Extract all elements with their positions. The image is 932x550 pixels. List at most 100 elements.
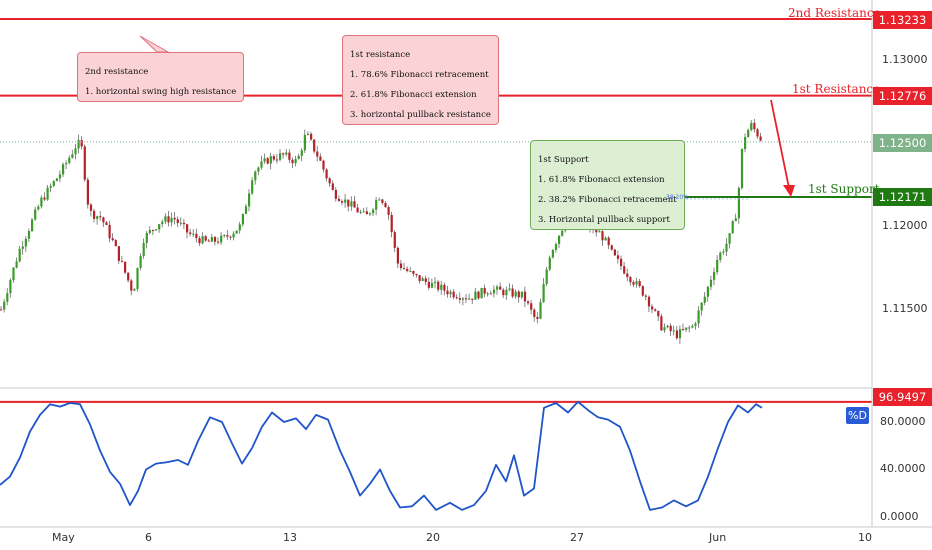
candle-body (155, 229, 158, 231)
candle-body (452, 291, 455, 298)
candle-body (523, 291, 527, 302)
candle-body (725, 243, 728, 252)
candle-body (65, 162, 68, 165)
candle-body (465, 298, 468, 300)
candle-body (232, 233, 235, 238)
candle-body (716, 259, 719, 273)
candle-body (291, 159, 294, 164)
candle-body (269, 156, 272, 164)
price-tag-2nd-resistance: 1.13233 (873, 11, 932, 29)
candle-body (71, 154, 74, 158)
annotation-1st-resistance: 1st resistance 1. 78.6% Fibonacci retrac… (342, 35, 499, 125)
candle-body (328, 178, 331, 184)
candle-body (334, 189, 337, 199)
candle-body (691, 325, 694, 328)
x-tick-may: May (52, 531, 75, 544)
candle-body (254, 171, 257, 181)
candle-body (449, 291, 452, 295)
candle-body (474, 291, 477, 300)
candle-body (514, 291, 517, 297)
candle-body (505, 289, 508, 296)
candle-body (455, 297, 458, 299)
forecast-arrow-line (770, 99, 790, 189)
candle-body (37, 206, 40, 210)
candle-body (257, 167, 260, 172)
candle-body (446, 290, 449, 295)
candle-body (43, 197, 46, 200)
candle-body (641, 286, 644, 296)
candle-body (365, 211, 368, 215)
candle-body (458, 298, 461, 300)
candle-body (31, 219, 34, 232)
candle-body (344, 199, 347, 203)
candle-body (427, 281, 430, 288)
axis-layer (0, 0, 932, 528)
candle-body (561, 230, 564, 236)
candle-body (213, 237, 217, 242)
candle-body (210, 237, 213, 242)
oscillator-layer (0, 400, 872, 511)
annotation-2nd-resistance: 2nd resistance 1. horizontal swing high … (77, 52, 245, 102)
candle-body (731, 221, 734, 234)
candle-body (77, 140, 80, 149)
candle-body (722, 251, 725, 253)
candle-body (669, 325, 672, 332)
candle-body (52, 181, 55, 186)
candle-body (551, 250, 554, 258)
candle-body (409, 271, 412, 273)
candle-body (99, 216, 102, 218)
candle-body (204, 236, 207, 241)
candle-body (145, 232, 148, 243)
candle-body (654, 309, 657, 311)
annotation-1st-resistance-item-2: 2. 61.8% Fibonacci extension (350, 90, 477, 100)
candle-body (133, 289, 136, 291)
x-tick-13: 13 (283, 531, 297, 544)
annotation-1st-resistance-item-1: 1. 78.6% Fibonacci retracement (350, 70, 489, 80)
candle-body (347, 199, 350, 207)
candle-body (325, 169, 328, 179)
candle-body (694, 323, 697, 326)
candle-body (434, 281, 437, 283)
candle-body (49, 185, 52, 188)
candle-body (34, 209, 37, 220)
candle-body (421, 278, 424, 281)
candle-body (58, 174, 62, 179)
candle-body (719, 252, 722, 260)
candle-body (496, 286, 499, 290)
candle-body (728, 233, 731, 244)
candle-body (629, 277, 632, 283)
candle-body (89, 204, 93, 211)
candle-body (759, 136, 762, 141)
candle-body (167, 216, 170, 223)
candle-body (294, 159, 297, 164)
candle-body (195, 233, 198, 239)
candle-body (319, 156, 322, 161)
candle-body (40, 197, 43, 207)
candle-body (477, 291, 480, 299)
x-tick-jun: Jun (709, 531, 727, 544)
candle-body (536, 316, 539, 319)
candle-body (3, 301, 6, 310)
candle-body (468, 298, 471, 300)
candle-body (492, 289, 496, 294)
candle-body (396, 247, 399, 264)
candle-body (68, 157, 71, 163)
candle-body (114, 240, 117, 247)
candle-body (486, 293, 489, 295)
candle-body (356, 207, 359, 213)
candle-body (517, 291, 520, 298)
candle-body (331, 183, 334, 190)
candle-body (189, 232, 192, 235)
candle-body (238, 224, 241, 231)
forecast-arrow-head (783, 185, 795, 197)
candle-body (713, 272, 716, 280)
candle-body (217, 241, 220, 243)
candle-body (27, 231, 31, 239)
candle-body (111, 238, 114, 241)
osc-level-tag: 96.9497 (873, 388, 932, 406)
candle-body (747, 130, 750, 138)
candle-body (418, 275, 421, 281)
candle-body (616, 255, 620, 259)
candle-body (443, 284, 446, 291)
label-1st-support: 1st Support (808, 182, 880, 196)
